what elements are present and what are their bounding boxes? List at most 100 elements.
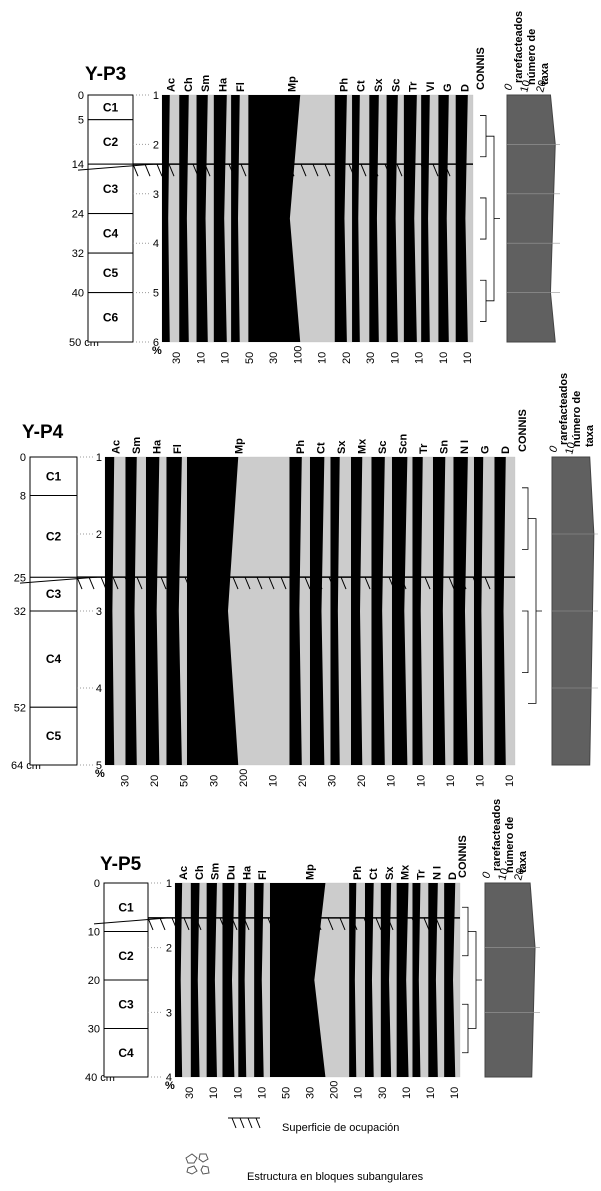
rarefaction-title: taxa <box>584 424 596 447</box>
taxon-label: Ha <box>151 439 163 454</box>
taxon-silhouette <box>438 95 449 342</box>
taxon-silhouette <box>248 95 301 342</box>
surface-hatch <box>460 576 467 590</box>
scale-label: 30 <box>327 775 339 787</box>
scale-label: 100 <box>292 346 304 364</box>
scale-label: % <box>95 768 105 780</box>
rarefaction-zero: 0 <box>502 82 515 92</box>
taxon-label: Fl <box>257 870 269 880</box>
scale-label: 10 <box>317 352 329 364</box>
surface-hatch <box>264 163 271 177</box>
scale-label: 10 <box>425 1087 437 1099</box>
surface-hatch <box>288 163 295 177</box>
depth-label: 0 <box>78 90 84 102</box>
surface-hatch <box>444 163 451 177</box>
taxon-silhouette <box>396 883 409 1077</box>
taxon-silhouette <box>352 95 360 342</box>
depth-label: 0 <box>94 878 100 890</box>
surface-hatch <box>160 576 167 590</box>
taxon-silhouette <box>371 457 385 765</box>
surface-line <box>77 163 154 171</box>
taxon-label: Ch <box>194 865 206 880</box>
surface-hatch <box>76 576 83 590</box>
surface-hatch <box>207 917 214 931</box>
stratum-label: C2 <box>46 529 62 543</box>
surface-hatch <box>435 917 442 931</box>
surface-hatch <box>208 576 215 590</box>
taxon-silhouette <box>190 883 200 1077</box>
legend-hatch <box>231 1117 261 1129</box>
taxon-silhouette <box>310 457 325 765</box>
taxon-silhouette <box>421 95 430 342</box>
taxon-silhouette <box>334 95 347 342</box>
scale-label: 200 <box>329 1081 341 1099</box>
connis-branch <box>462 906 482 1054</box>
taxon-label: Mp <box>287 76 299 92</box>
surface-hatch <box>244 576 251 590</box>
taxon-silhouette <box>392 457 408 765</box>
connis-dendrogram <box>480 115 500 322</box>
sample-number: 3 <box>96 606 102 618</box>
sample-number: 1 <box>96 452 102 464</box>
taxon-label: D <box>500 446 512 454</box>
connis-dendrogram <box>522 487 542 704</box>
taxon-label: D <box>459 84 471 92</box>
surface-hatch <box>132 163 139 177</box>
surface-hatch <box>387 917 394 931</box>
sample-number: 2 <box>96 529 102 541</box>
taxon-label: Ct <box>368 868 380 880</box>
depth-label: 10 <box>88 927 100 939</box>
taxon-silhouette <box>386 95 398 342</box>
stratum-box <box>29 495 78 578</box>
stratum-label: C3 <box>118 997 134 1011</box>
surface-hatch <box>364 576 371 590</box>
scale-label: 20 <box>149 775 161 787</box>
surface-hatch <box>436 576 443 590</box>
stratum-box <box>103 882 149 932</box>
surface-hatch <box>100 576 107 590</box>
surface-hatch <box>196 576 203 590</box>
taxon-silhouette <box>474 457 484 765</box>
stratum-box <box>87 94 134 121</box>
stratum-label: C5 <box>46 729 62 743</box>
depth-label: 30 <box>88 1024 100 1036</box>
taxon-silhouette <box>146 457 160 765</box>
stratum-box <box>29 576 78 612</box>
taxon-silhouette <box>349 883 357 1077</box>
scale-label: 10 <box>386 775 398 787</box>
connis-label: CONNIS <box>457 835 469 878</box>
surface-hatch <box>280 576 287 590</box>
scale-label: 20 <box>356 775 368 787</box>
taxon-silhouette <box>455 95 468 342</box>
scale-label: 30 <box>268 352 280 364</box>
sample-number: 2 <box>166 943 172 955</box>
taxon-label: Mp <box>305 864 317 880</box>
taxon-label: N I <box>431 866 443 880</box>
rarefaction-area <box>484 882 536 1078</box>
taxon-silhouette <box>444 883 456 1077</box>
taxon-silhouette <box>270 883 326 1077</box>
taxon-label: Mx <box>356 438 368 454</box>
stratum-box <box>29 610 78 708</box>
taxon-silhouette <box>222 883 235 1077</box>
surface-hatch <box>240 163 247 177</box>
surface-hatch <box>300 163 307 177</box>
taxon-silhouette <box>206 883 217 1077</box>
surface-hatch <box>255 917 262 931</box>
scale-label: 30 <box>377 1087 389 1099</box>
taxon-silhouette <box>428 883 438 1077</box>
surface-hatch <box>192 163 199 177</box>
taxon-silhouette <box>369 95 379 342</box>
surface-hatch <box>168 163 175 177</box>
connis-branch <box>522 487 542 704</box>
taxon-silhouette <box>412 883 421 1077</box>
surface-hatch <box>412 576 419 590</box>
depth-label: 32 <box>72 248 84 260</box>
surface-hatch <box>420 163 427 177</box>
taxon-silhouette <box>365 883 374 1077</box>
taxon-silhouette <box>213 95 227 342</box>
pollen-diagram <box>174 882 461 1078</box>
taxon-label: Sm <box>131 437 143 454</box>
sample-number: 1 <box>166 878 172 890</box>
taxon-label: Sx <box>336 440 348 454</box>
